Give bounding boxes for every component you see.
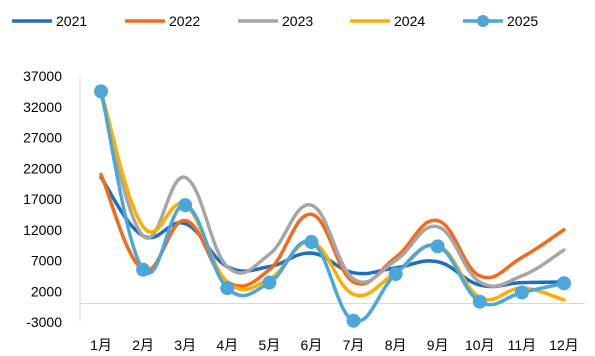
series-markers	[94, 84, 571, 328]
series-line-2021	[99, 175, 566, 289]
x-tick-label: 4月	[216, 337, 238, 353]
legend-label-2025: 2025	[507, 13, 538, 29]
y-axis: 37000 32000 27000 22000 17000 12000 7000 2000 -3…	[23, 68, 81, 330]
data-point-2025-3	[220, 281, 235, 296]
data-point-2025-10	[514, 285, 529, 300]
x-tick-label: 9月	[427, 337, 449, 353]
x-tick-label: 2月	[132, 337, 154, 353]
legend-label-2024: 2024	[394, 13, 425, 29]
data-point-2025-9	[472, 294, 487, 309]
data-point-2025-6	[346, 313, 361, 328]
x-tick-label: 11月	[508, 337, 537, 353]
data-point-2025-5	[304, 235, 319, 250]
data-point-2025-7	[388, 267, 403, 282]
x-tick-label: 8月	[385, 337, 407, 353]
x-tick-label: 7月	[343, 337, 365, 353]
y-tick-label: 2000	[31, 283, 62, 299]
series-line-2022	[99, 172, 566, 288]
y-tick-label: 12000	[23, 222, 62, 238]
legend-label-2022: 2022	[169, 13, 200, 29]
legend-label-2021: 2021	[56, 13, 87, 29]
data-point-2025-8	[430, 239, 445, 254]
data-point-2025-4	[262, 275, 277, 290]
x-tick-label: 12月	[549, 337, 579, 353]
x-tick-label: 1月	[90, 337, 112, 353]
y-tick-label: 37000	[23, 68, 62, 84]
y-tick-label: 22000	[23, 160, 62, 176]
y-tick-label: 27000	[23, 130, 62, 146]
x-tick-label: 3月	[174, 337, 196, 353]
legend-label-2023: 2023	[282, 13, 313, 29]
y-tick-label: 7000	[31, 253, 62, 269]
y-tick-label: 32000	[23, 99, 62, 115]
x-tick-label: 5月	[258, 337, 280, 353]
x-tick-label: 10月	[465, 337, 495, 353]
legend: 2021 2022 2023 2024 2025	[12, 13, 538, 29]
data-point-2025-0	[94, 84, 109, 99]
legend-marker-2025	[477, 15, 489, 27]
x-axis: 1月 2月 3月 4月 5月 6月 7月 8月 9月 10月 11月 12月	[80, 303, 585, 353]
y-tick-label: 17000	[23, 191, 62, 207]
data-point-2025-1	[136, 262, 151, 277]
x-tick-label: 6月	[301, 337, 323, 353]
series-line-2023	[99, 92, 566, 288]
data-point-2025-2	[178, 198, 193, 213]
data-point-2025-11	[556, 276, 571, 291]
series-lines	[99, 89, 566, 324]
y-tick-label: -3000	[26, 314, 62, 330]
